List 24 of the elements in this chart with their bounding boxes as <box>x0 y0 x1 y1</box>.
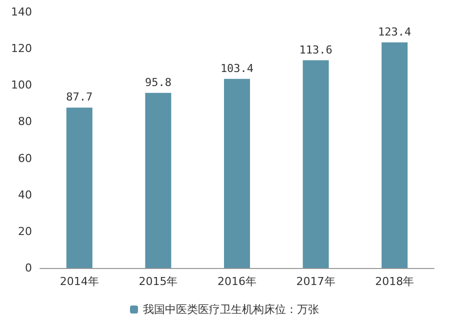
x-tick-label: 2016年 <box>218 275 256 288</box>
y-tick-label: 100 <box>11 78 32 92</box>
data-label: 95.8 <box>144 76 172 89</box>
y-tick-label: 60 <box>18 152 32 165</box>
bar <box>382 42 408 268</box>
data-label: 87.7 <box>66 90 93 104</box>
data-label: 113.6 <box>299 43 332 56</box>
legend-label: 我国中医类医疗卫生机构床位：万张 <box>143 303 319 316</box>
y-tick-label: 140 <box>11 6 32 18</box>
y-tick-label: 40 <box>18 188 32 202</box>
x-tick-label: 2018年 <box>375 275 414 288</box>
y-tick-label: 120 <box>11 42 32 56</box>
data-label: 123.4 <box>378 25 412 38</box>
x-tick-label: 2015年 <box>138 275 178 288</box>
x-tick-label: 2017年 <box>296 275 336 288</box>
bar <box>224 78 250 268</box>
bar <box>66 108 92 268</box>
data-label: 103.4 <box>220 62 254 75</box>
x-tick-label: 2014年 <box>60 275 99 288</box>
y-tick-label: 0 <box>25 262 32 274</box>
y-tick-label: 20 <box>18 224 32 238</box>
y-tick-label: 80 <box>18 115 32 128</box>
bar <box>302 60 329 268</box>
bar <box>145 92 172 268</box>
